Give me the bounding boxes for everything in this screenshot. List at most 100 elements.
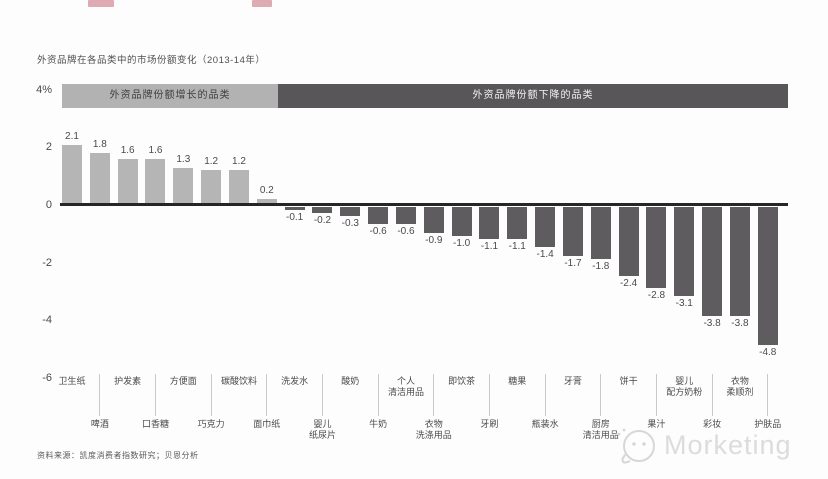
bar-value-label: -1.1 [480,240,499,252]
label-leader-line [767,374,769,416]
label-leader-line [154,374,156,416]
bar [89,153,110,205]
bar-value-label: 1.8 [92,139,107,151]
category-label: 瓶装水 [531,419,559,429]
category-label: 婴儿 纸尿片 [308,419,336,440]
category-label: 巧克力 [197,419,225,429]
category-label: 个人 清洁用品 [387,376,424,397]
category-label: 面巾纸 [253,419,281,429]
category-label: 糖果 [508,376,527,386]
bar-value-label: -1.7 [564,257,582,269]
label-leader-line [99,374,101,416]
y-axis-tick-label: 0 [45,199,52,211]
bar-value-label: 1.2 [232,156,246,168]
bar [340,207,361,216]
category-label: 酸奶 [341,376,360,386]
category-label: 婴儿 配方奶粉 [666,376,703,397]
category-label: 果汁 [647,419,666,429]
category-label: 饼干 [619,376,638,386]
bar [590,207,611,259]
bar [117,158,138,205]
bar [702,207,723,317]
category-label: 碳酸饮料 [220,376,257,386]
bar [62,144,82,205]
bar-value-label: 1.3 [176,153,191,165]
bar-value-label: 0.2 [259,185,274,197]
bar [646,207,667,288]
label-leader-line [377,374,379,416]
label-leader-line [266,374,268,416]
bar-value-label: -1.4 [536,249,554,261]
category-label: 啤酒 [90,419,109,429]
bar-value-label: -4.8 [759,347,777,359]
bar [145,158,166,205]
bar-value-label: 1.6 [148,144,163,156]
y-axis-tick-label: -4 [42,314,52,327]
category-label: 衣物 洗涤用品 [415,419,452,440]
bar [729,207,750,317]
morketing-logo-icon [617,428,655,464]
label-leader-line [488,374,490,416]
watermark: Morketing [612,420,792,470]
bar [618,207,639,277]
cropped-red-mark [88,0,114,7]
category-label: 牙膏 [563,376,582,386]
bar-value-label: -1.0 [452,237,471,249]
bar-value-label: -2.8 [647,289,666,301]
y-axis-tick-label: 4% [36,83,52,96]
bar-value-label: -2.4 [619,278,638,290]
category-label: 口香糖 [141,419,169,429]
category-label: 护肤品 [754,419,782,429]
bar [757,207,778,346]
bar-value-label: -0.6 [397,226,415,238]
bar [312,207,333,213]
bar [368,207,389,225]
bar [562,207,583,256]
category-label: 衣物 柔顺剂 [726,376,754,397]
category-label: 牙刷 [480,419,499,429]
bar [228,170,249,205]
cropped-red-mark [252,0,272,7]
bar [451,207,472,236]
bar-value-label: -0.3 [341,217,359,229]
bar [284,207,305,210]
bar-value-label: -0.9 [425,234,443,246]
label-leader-line [321,374,323,416]
bar [479,207,500,239]
bar-value-label: -1.8 [592,260,610,272]
bar [395,207,416,225]
category-label: 卫生纸 [58,376,86,386]
category-label: 厨房 清洁用品 [582,419,619,440]
source-note: 资料来源：凯度消费者指数研究；贝恩分析 [37,451,199,460]
bar-value-label: -3.8 [731,318,749,330]
label-leader-line [655,374,657,416]
bar [535,207,556,248]
bar [507,207,528,239]
category-label: 方便面 [169,376,197,386]
axis-zero-line [60,203,788,206]
bar-value-label: 1.6 [120,144,135,156]
y-axis-tick-label: 2 [45,141,52,154]
label-leader-line [544,374,546,416]
bar [201,170,222,205]
bar [173,167,194,205]
bar [256,199,277,205]
bar [423,207,444,233]
bar-value-label: 2.1 [65,130,79,142]
label-leader-line [711,374,713,416]
bar-value-label: -0.2 [313,214,332,226]
watermark-text: Morketing [664,429,792,460]
bar-value-label: -1.1 [508,240,526,252]
y-axis-tick-label: -2 [42,256,52,269]
category-label: 牛奶 [369,419,388,429]
category-label: 洗发水 [281,376,309,386]
category-label: 护发素 [114,376,142,386]
bar-value-label: -3.1 [675,298,693,310]
bar-value-label: -3.8 [703,318,721,330]
category-label: 即饮茶 [448,376,476,386]
chart-title: 外资品牌在各品类中的市场份额变化（2013-14年） [37,55,266,66]
bar-value-label: -0.6 [369,226,387,238]
legend-band-decrease: 外资品牌份额下降的品类 [278,84,788,108]
label-leader-line [600,374,602,416]
